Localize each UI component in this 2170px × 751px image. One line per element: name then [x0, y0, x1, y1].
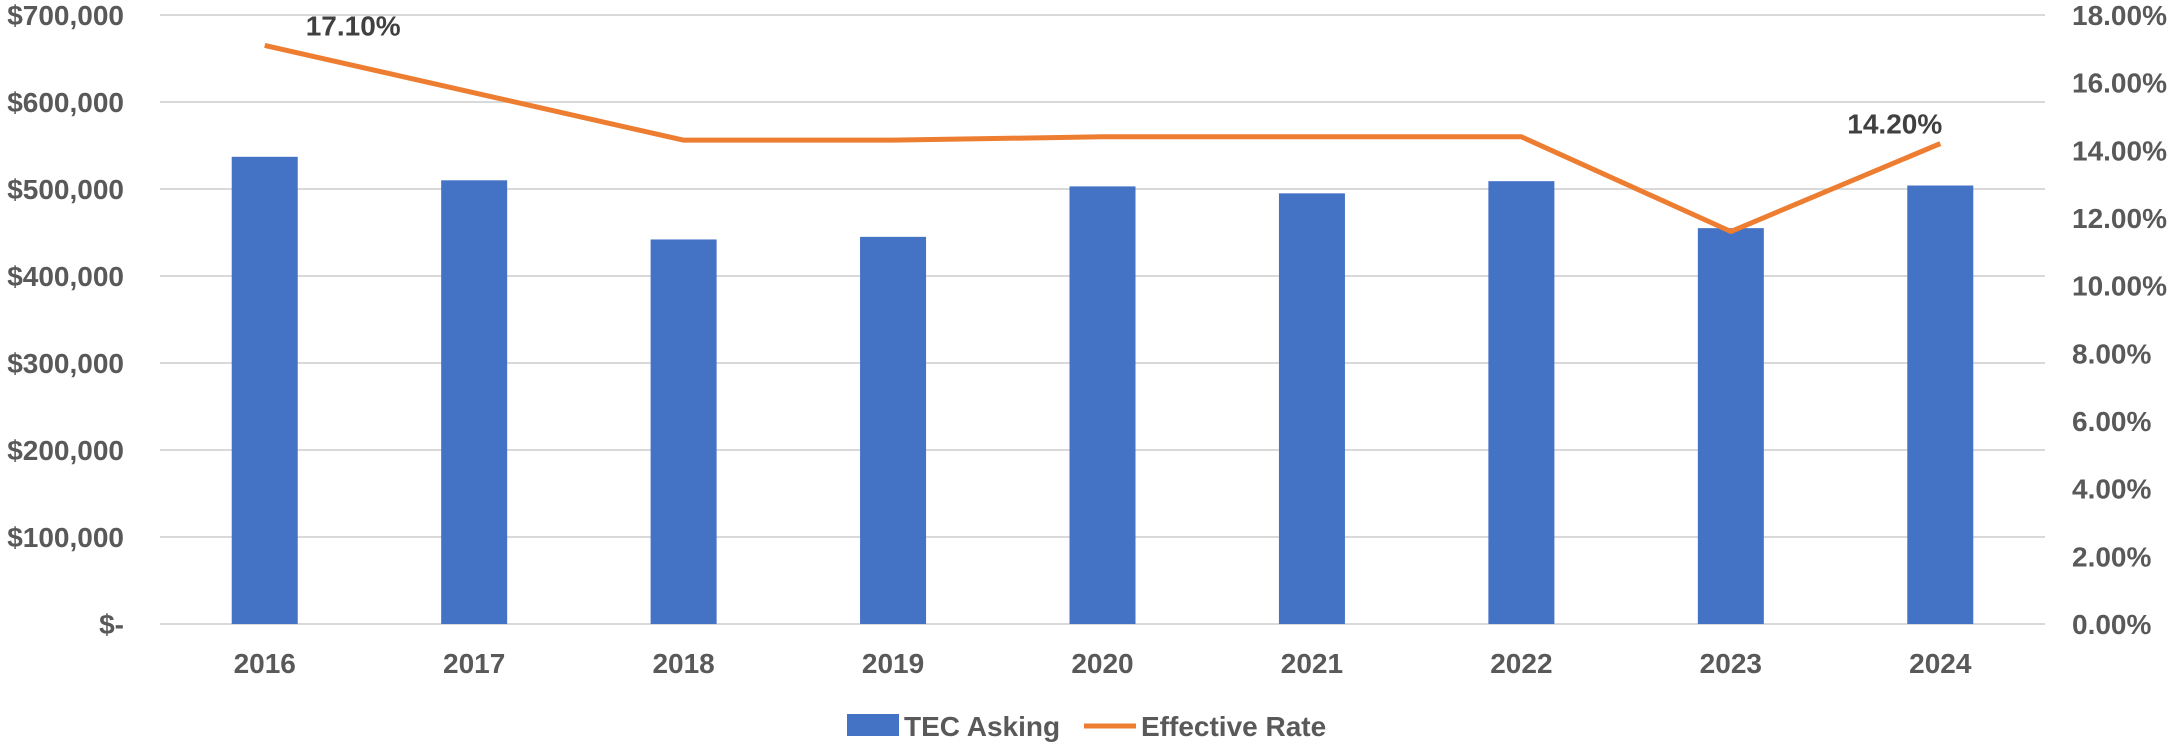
bar-2024	[1907, 186, 1973, 624]
x-axis-tick-label: 2021	[1281, 648, 1343, 679]
data-label: 14.20%	[1847, 109, 1942, 140]
bar-2018	[651, 239, 717, 624]
left-axis-tick-label: $700,000	[7, 0, 124, 31]
left-axis-tick-label: $400,000	[7, 261, 124, 292]
bar-2022	[1488, 181, 1554, 624]
left-axis-tick-label: $500,000	[7, 174, 124, 205]
right-axis-tick-label: 12.00%	[2072, 203, 2167, 234]
x-axis: 2016 2017 2018 2019 2020 2021 2022 2023 2024	[234, 648, 1972, 679]
x-axis-tick-label: 2019	[862, 648, 924, 679]
right-axis-tick-label: 4.00%	[2072, 474, 2151, 505]
legend-label-tec-asking: TEC Asking	[904, 711, 1060, 742]
right-axis: 0.00% 2.00% 4.00% 6.00% 8.00% 10.00% 12.00% 14.…	[2072, 0, 2167, 640]
left-axis-tick-label: $100,000	[7, 522, 124, 553]
right-axis-tick-label: 16.00%	[2072, 68, 2167, 99]
x-axis-tick-label: 2023	[1700, 648, 1762, 679]
x-axis-tick-label: 2018	[652, 648, 714, 679]
legend-label-effective-rate: Effective Rate	[1141, 711, 1326, 742]
x-axis-tick-label: 2024	[1909, 648, 1972, 679]
legend: TEC Asking Effective Rate	[847, 711, 1326, 742]
x-axis-tick-label: 2017	[443, 648, 505, 679]
x-axis-tick-label: 2022	[1490, 648, 1552, 679]
left-axis: $- $100,000 $200,000 $300,000 $400,000 $500,0…	[7, 0, 124, 640]
right-axis-tick-label: 0.00%	[2072, 609, 2151, 640]
data-label: 17.10%	[306, 10, 401, 41]
x-axis-tick-label: 2020	[1071, 648, 1133, 679]
left-axis-tick-label: $200,000	[7, 435, 124, 466]
bar-2016	[232, 157, 298, 624]
left-axis-tick-label: $-	[99, 609, 124, 640]
right-axis-tick-label: 14.00%	[2072, 135, 2167, 166]
right-axis-tick-label: 8.00%	[2072, 338, 2151, 369]
left-axis-tick-label: $600,000	[7, 87, 124, 118]
data-labels: 17.10% 14.20%	[306, 10, 1943, 139]
right-axis-tick-label: 18.00%	[2072, 0, 2167, 31]
x-axis-tick-label: 2016	[234, 648, 296, 679]
right-axis-tick-label: 10.00%	[2072, 271, 2167, 302]
bar-2017	[441, 180, 507, 624]
bar-2020	[1070, 186, 1136, 624]
bar-series	[232, 157, 1974, 624]
left-axis-tick-label: $300,000	[7, 348, 124, 379]
right-axis-tick-label: 2.00%	[2072, 541, 2151, 572]
bar-2021	[1279, 193, 1345, 624]
bar-2023	[1698, 228, 1764, 624]
legend-swatch-tec-asking	[847, 714, 899, 736]
right-axis-tick-label: 6.00%	[2072, 406, 2151, 437]
bar-2019	[860, 237, 926, 624]
